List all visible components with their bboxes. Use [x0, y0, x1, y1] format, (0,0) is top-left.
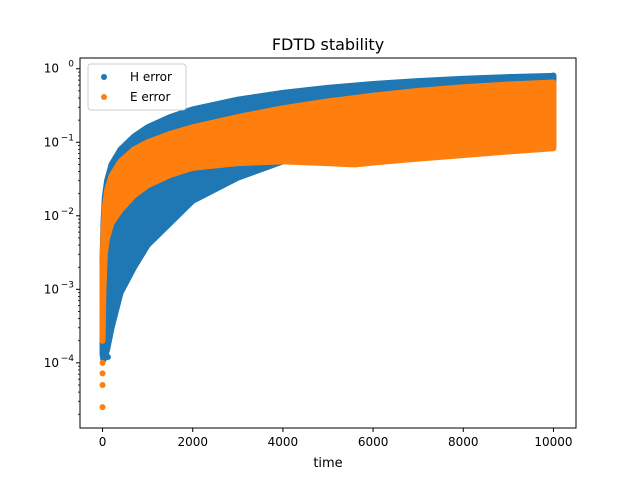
data-point	[99, 337, 106, 344]
x-tick-label: 6000	[358, 435, 389, 449]
legend-box	[87, 63, 187, 111]
series-band	[99, 79, 557, 344]
y-tick-label: 10 −1	[44, 133, 74, 149]
x-tick-label: 2000	[177, 435, 208, 449]
series-e-error	[99, 79, 557, 411]
data-point	[99, 381, 106, 388]
y-tick-exponent: −3	[61, 280, 74, 290]
data-point	[99, 404, 106, 411]
data-point	[99, 370, 106, 377]
y-tick-exponent: 0	[68, 60, 74, 70]
data-point	[99, 302, 106, 309]
y-tick-exponent: −4	[61, 354, 75, 364]
y-tick-label: 10 0	[44, 60, 75, 76]
y-tick-label: 10 −2	[44, 207, 74, 223]
x-tick-label: 0	[99, 435, 107, 449]
x-tick-label: 8000	[448, 435, 479, 449]
legend-label: H error	[130, 70, 172, 84]
x-axis-label: time	[313, 456, 342, 471]
data-point	[104, 354, 111, 361]
legend-marker	[101, 74, 107, 80]
plot-clip-group	[99, 72, 557, 411]
data-point	[550, 72, 557, 79]
y-tick-label: 10 −4	[44, 354, 75, 370]
legend-label: E error	[130, 90, 171, 104]
plot-area	[99, 72, 557, 411]
legend: H error E error	[87, 63, 187, 111]
y-tick-label: 10 −3	[44, 280, 74, 296]
y-tick-exponent: −1	[61, 133, 74, 143]
x-tick-label: 10000	[534, 435, 572, 449]
x-tick-label: 4000	[268, 435, 299, 449]
data-point	[99, 359, 106, 366]
chart-title: FDTD stability	[272, 35, 384, 54]
data-point	[100, 346, 107, 353]
axes-frame	[79, 57, 577, 429]
y-tick-exponent: −2	[61, 207, 74, 217]
legend-marker	[101, 94, 107, 100]
